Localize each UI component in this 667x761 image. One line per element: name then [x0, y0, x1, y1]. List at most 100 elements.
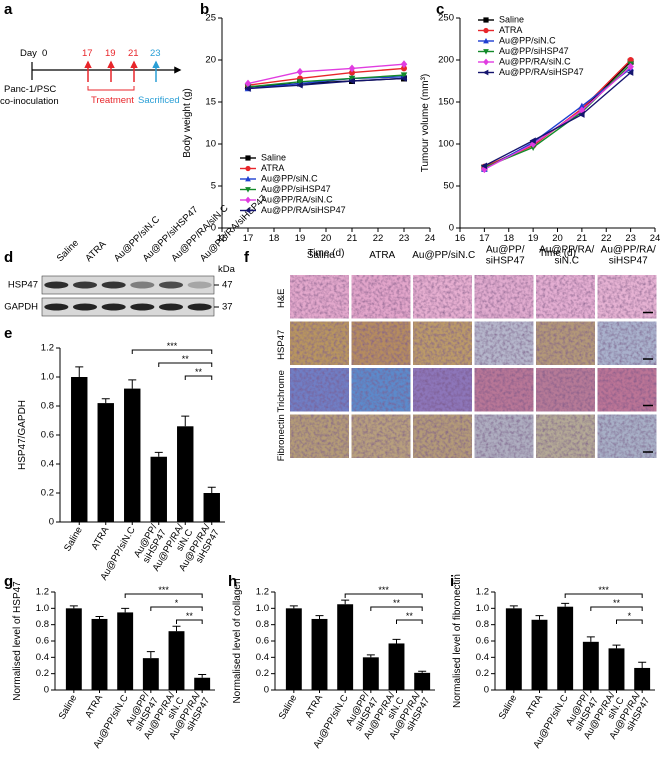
marker — [348, 64, 356, 73]
x-tick-label: 18 — [503, 233, 514, 244]
panel-label: a — [4, 1, 13, 18]
y-axis-title: Normalised level of HSP47 — [12, 581, 23, 701]
tissue-image — [290, 368, 349, 412]
x-tick-label: 19 — [528, 233, 539, 244]
y-tick-label: 0.4 — [41, 459, 54, 470]
y-tick-label: 200 — [438, 55, 454, 66]
marker — [348, 75, 356, 83]
y-tick-label: 15 — [205, 97, 216, 108]
y-tick-label: 0.6 — [36, 636, 49, 647]
x-tick-label: ATRA — [90, 524, 112, 551]
marker — [245, 165, 251, 172]
y-tick-label: 0 — [484, 685, 489, 696]
significance-label: *** — [378, 585, 389, 595]
legend-label: ATRA — [261, 163, 284, 173]
y-tick-label: 25 — [205, 13, 216, 24]
legend-label: Saline — [499, 14, 524, 24]
marker — [627, 69, 634, 76]
band — [158, 303, 184, 311]
band — [72, 303, 98, 311]
x-tick-label: 22 — [601, 233, 612, 244]
y-tick-label: 0.8 — [36, 619, 49, 630]
bar — [337, 604, 354, 690]
bar — [142, 658, 159, 690]
band — [130, 303, 155, 311]
marker — [245, 196, 251, 204]
y-tick-label: 100 — [438, 139, 454, 150]
bar — [311, 618, 328, 690]
error-bar — [612, 644, 621, 649]
marker — [296, 81, 303, 89]
marker — [348, 77, 355, 85]
significance-label: ** — [182, 354, 190, 364]
tissue-image — [597, 414, 657, 458]
marker — [400, 75, 407, 82]
legend-label: Au@PP/siHSP47 — [499, 46, 569, 56]
bar — [194, 677, 211, 690]
row-label: Trichrome — [276, 370, 287, 412]
error-bar — [289, 605, 298, 609]
tissue-image — [597, 275, 657, 319]
x-tick-label: 24 — [425, 233, 436, 244]
size-label: 37 — [222, 302, 233, 313]
tissue-image — [413, 321, 472, 365]
y-axis-title: Normalised level of fibronectin — [452, 574, 463, 708]
bar — [505, 608, 522, 690]
y-axis-title: Tumour volume (mm³) — [420, 74, 431, 173]
band — [158, 281, 184, 289]
legend-label: Au@PP/siN.C — [261, 173, 318, 183]
marker — [483, 58, 489, 66]
column-label: ATRA — [369, 250, 395, 261]
marker — [529, 137, 536, 144]
marker — [400, 72, 408, 79]
row-label: HSP47 — [8, 280, 38, 291]
significance-label: ** — [195, 367, 203, 377]
row-label: GAPDH — [4, 302, 38, 313]
bar — [203, 493, 220, 522]
band — [101, 303, 126, 311]
marker — [483, 17, 489, 23]
error-bar — [392, 638, 401, 644]
error-bar — [586, 636, 595, 642]
y-axis-title: HSP47/GAPDH — [17, 400, 28, 470]
series-line — [247, 74, 405, 88]
panel-label: d — [4, 249, 13, 266]
column-label: Au@PP/RA/siHSP47 — [601, 245, 656, 267]
y-tick-label: 1.2 — [41, 343, 54, 354]
error-bar — [172, 625, 181, 632]
lane-label: Saline — [55, 238, 81, 264]
bar — [531, 619, 548, 690]
series-line — [247, 76, 405, 90]
y-tick-label: 1.2 — [256, 587, 269, 598]
error-bar — [75, 366, 84, 377]
x-tick-label: 17 — [479, 233, 490, 244]
marker — [578, 102, 586, 109]
marker — [245, 187, 251, 193]
tissue-image — [351, 368, 411, 412]
y-tick-label: 0.8 — [41, 401, 54, 412]
row-label: HSP47 — [276, 330, 287, 360]
error-bar — [146, 651, 155, 659]
marker — [483, 27, 489, 34]
error-bar — [315, 615, 324, 619]
significance-bracket — [396, 619, 423, 624]
tissue-image — [597, 368, 657, 412]
size-label: 47 — [222, 280, 233, 291]
tissue-image — [474, 275, 534, 319]
marker — [627, 62, 634, 71]
day-number: 17 — [82, 48, 93, 59]
tissue-image — [536, 414, 595, 458]
legend-label: Au@PP/RA/siN.C — [261, 194, 333, 204]
marker — [244, 79, 252, 88]
tissue-image — [290, 275, 349, 319]
significance-bracket — [184, 375, 213, 380]
x-tick-label: 17 — [243, 233, 254, 244]
y-tick-label: 0 — [49, 517, 54, 528]
series-line — [484, 63, 632, 169]
y-tick-label: 0.2 — [476, 668, 489, 679]
bar — [124, 388, 141, 522]
panel-label: i — [450, 573, 454, 590]
marker — [401, 65, 407, 72]
tissue-image — [536, 368, 595, 412]
x-tick-label: Saline — [277, 693, 300, 721]
